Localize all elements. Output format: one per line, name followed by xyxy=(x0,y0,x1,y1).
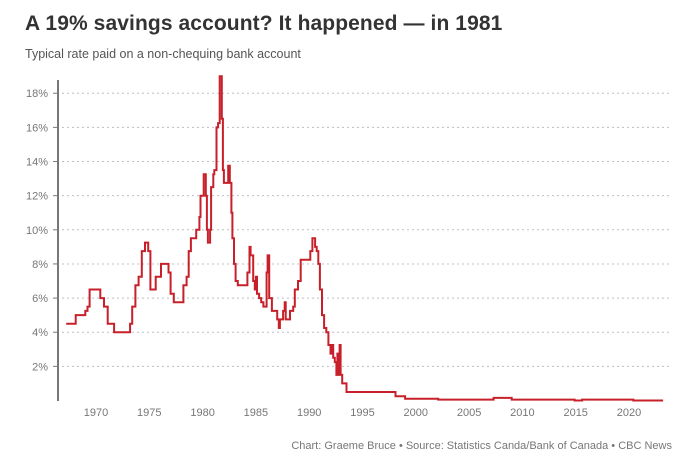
y-axis: 2% 4% 6% 8% 10% 12% 14% 16% 18% xyxy=(26,88,58,373)
y-tick-label: 18% xyxy=(26,88,48,100)
x-tick-label: 1990 xyxy=(297,407,321,419)
source-credit: Chart: Graeme Bruce • Source: Statistics… xyxy=(291,440,672,452)
chart-title: A 19% savings account? It happened — in … xyxy=(25,12,503,35)
y-tick-label: 8% xyxy=(32,259,48,271)
x-tick-label: 2015 xyxy=(563,407,587,419)
gridlines xyxy=(62,92,672,367)
x-tick-label: 1980 xyxy=(190,407,214,419)
x-tick-label: 2020 xyxy=(617,407,641,419)
x-tick-label: 2000 xyxy=(404,407,428,419)
x-tick-label: 1995 xyxy=(350,407,374,419)
y-tick-label: 6% xyxy=(32,293,48,305)
y-tick-label: 14% xyxy=(26,157,48,169)
y-tick-label: 2% xyxy=(32,361,48,373)
y-tick-label: 12% xyxy=(26,191,48,203)
x-tick-label: 1970 xyxy=(84,407,108,419)
y-tick-label: 10% xyxy=(26,225,48,237)
x-tick-label: 2005 xyxy=(457,407,481,419)
y-tick-label: 4% xyxy=(32,327,48,339)
series-line-savings-rate xyxy=(66,75,664,402)
y-tick-label: 16% xyxy=(26,122,48,134)
x-tick-label: 1985 xyxy=(244,407,268,419)
x-tick-label: 2010 xyxy=(510,407,534,419)
x-axis: 1970 1975 1980 1985 1990 1995 2000 2005 2010 2015… xyxy=(84,407,641,419)
chart-subtitle: Typical rate paid on a non-chequing bank… xyxy=(25,47,301,61)
x-tick-label: 1975 xyxy=(137,407,161,419)
